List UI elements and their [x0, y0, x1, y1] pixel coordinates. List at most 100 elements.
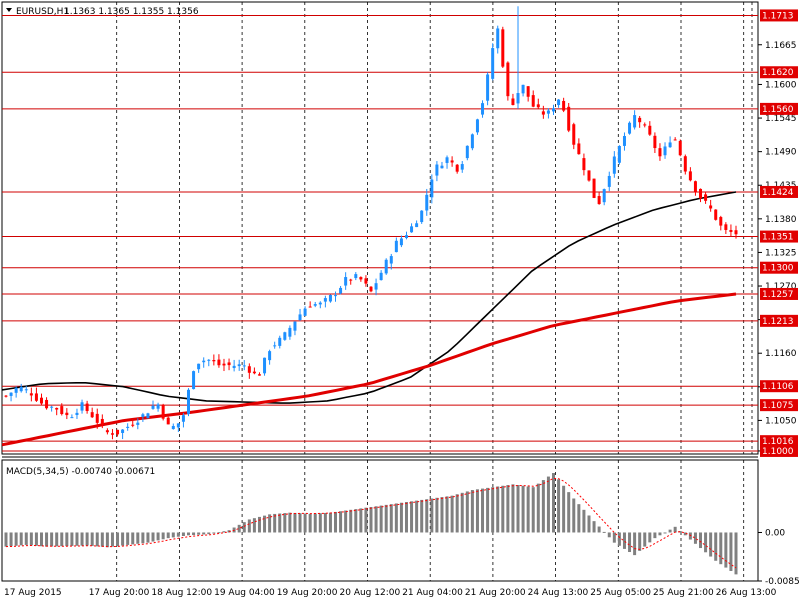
- candle-body: [313, 304, 317, 306]
- x-tick-label: 17 Aug 2015: [4, 588, 62, 598]
- candle-body: [643, 124, 647, 126]
- macd-histogram-bar: [501, 485, 505, 533]
- macd-histogram-bar: [257, 516, 261, 533]
- macd-histogram-bar: [491, 487, 495, 533]
- candle-body: [699, 188, 703, 199]
- candle-body: [222, 363, 226, 366]
- y-tick-label: 1.1600: [765, 80, 797, 90]
- candle-body: [136, 422, 140, 425]
- macd-histogram-bar: [678, 531, 682, 533]
- candle-body: [131, 424, 135, 426]
- candle-body: [683, 156, 687, 172]
- candle-body: [121, 429, 125, 433]
- candle-body: [176, 423, 180, 428]
- macd-histogram-bar: [404, 502, 408, 533]
- candle-body: [673, 139, 677, 141]
- candle-body: [734, 230, 738, 235]
- candle-body: [187, 389, 190, 414]
- candle-body: [663, 146, 667, 156]
- candle-body: [592, 178, 596, 198]
- candle-body: [156, 404, 160, 409]
- macd-histogram-bar: [24, 532, 28, 545]
- candle-body: [70, 417, 74, 419]
- macd-histogram-bar: [597, 526, 601, 533]
- candle-body: [212, 360, 216, 362]
- macd-histogram-bar: [699, 532, 703, 549]
- macd-histogram-bar: [425, 499, 429, 533]
- candle-body: [577, 143, 581, 155]
- macd-histogram-bar: [536, 483, 540, 533]
- macd-histogram-bar: [45, 532, 49, 547]
- macd-histogram-bar: [582, 509, 586, 533]
- macd-histogram-bar: [328, 512, 332, 533]
- macd-histogram-bar: [633, 532, 637, 556]
- candle-body: [9, 392, 13, 396]
- candle-body: [80, 402, 84, 411]
- candle-body: [369, 286, 373, 292]
- macd-label: MACD(5,34,5) -0.00740 -0.00671: [6, 467, 155, 477]
- triangle-down-icon[interactable]: [6, 8, 12, 12]
- candle-body: [171, 425, 175, 430]
- candle-body: [435, 164, 439, 176]
- macd-histogram-bar: [90, 532, 94, 546]
- macd-histogram-bar: [95, 532, 99, 547]
- candle-body: [668, 142, 672, 148]
- macd-histogram-bar: [359, 508, 363, 533]
- candle-body: [257, 374, 261, 376]
- candle-body: [242, 365, 246, 367]
- candle-body: [50, 406, 54, 408]
- candle-body: [633, 115, 637, 128]
- candle-body: [141, 414, 145, 417]
- macd-histogram-bar: [607, 532, 611, 538]
- x-tick-label: 19 Aug 04:00: [214, 588, 275, 598]
- macd-histogram-bar: [617, 532, 621, 546]
- macd-histogram-bar: [628, 532, 632, 553]
- candle-body: [60, 406, 64, 415]
- macd-histogram-bar: [334, 511, 338, 533]
- macd-histogram-bar: [339, 511, 343, 533]
- macd-histogram-bar: [445, 496, 449, 533]
- macd-histogram-bar: [562, 485, 566, 533]
- candle-body: [384, 259, 388, 274]
- candle-body: [460, 164, 464, 170]
- price-level-tag-label: 1.1713: [762, 11, 794, 21]
- macd-histogram-bar: [546, 476, 550, 533]
- candle-body: [526, 86, 530, 97]
- candle-body: [389, 256, 393, 264]
- candle-body: [268, 351, 272, 361]
- candle-body: [293, 321, 297, 331]
- x-tick-label: 19 Aug 20:00: [277, 588, 338, 598]
- macd-histogram-bar: [252, 518, 256, 533]
- candle-body: [693, 181, 697, 193]
- macd-histogram-bar: [450, 495, 454, 533]
- macd-histogram-bar: [207, 532, 211, 535]
- price-level-tag: [760, 380, 798, 393]
- candle-body: [146, 413, 150, 419]
- candle-body: [404, 235, 408, 239]
- candle-body: [617, 145, 621, 163]
- macd-histogram-bar: [136, 532, 140, 544]
- candle-body: [425, 194, 429, 211]
- macd-histogram-bar: [141, 532, 145, 544]
- candle-body: [349, 279, 353, 281]
- candle-body: [678, 140, 682, 156]
- macd-histogram-bar: [729, 532, 733, 571]
- candle-body: [323, 298, 327, 302]
- macd-histogram-bar: [318, 513, 322, 533]
- candle-body: [126, 426, 130, 428]
- candle-body: [486, 74, 490, 101]
- candle-body: [501, 29, 505, 67]
- macd-histogram-bar: [105, 532, 109, 548]
- macd-histogram-bar: [399, 502, 403, 533]
- candle-body: [34, 393, 38, 401]
- macd-histogram-bar: [460, 492, 464, 533]
- price-level-tag: [760, 287, 798, 300]
- candle-body: [364, 278, 368, 284]
- macd-histogram-bar: [283, 513, 287, 533]
- candle-body: [648, 125, 652, 135]
- macd-histogram-bar: [313, 513, 317, 533]
- main-pane: [1, 1, 759, 455]
- macd-histogram-bar: [709, 532, 713, 557]
- macd-histogram-bar: [19, 532, 23, 546]
- macd-histogram-bar: [298, 513, 302, 533]
